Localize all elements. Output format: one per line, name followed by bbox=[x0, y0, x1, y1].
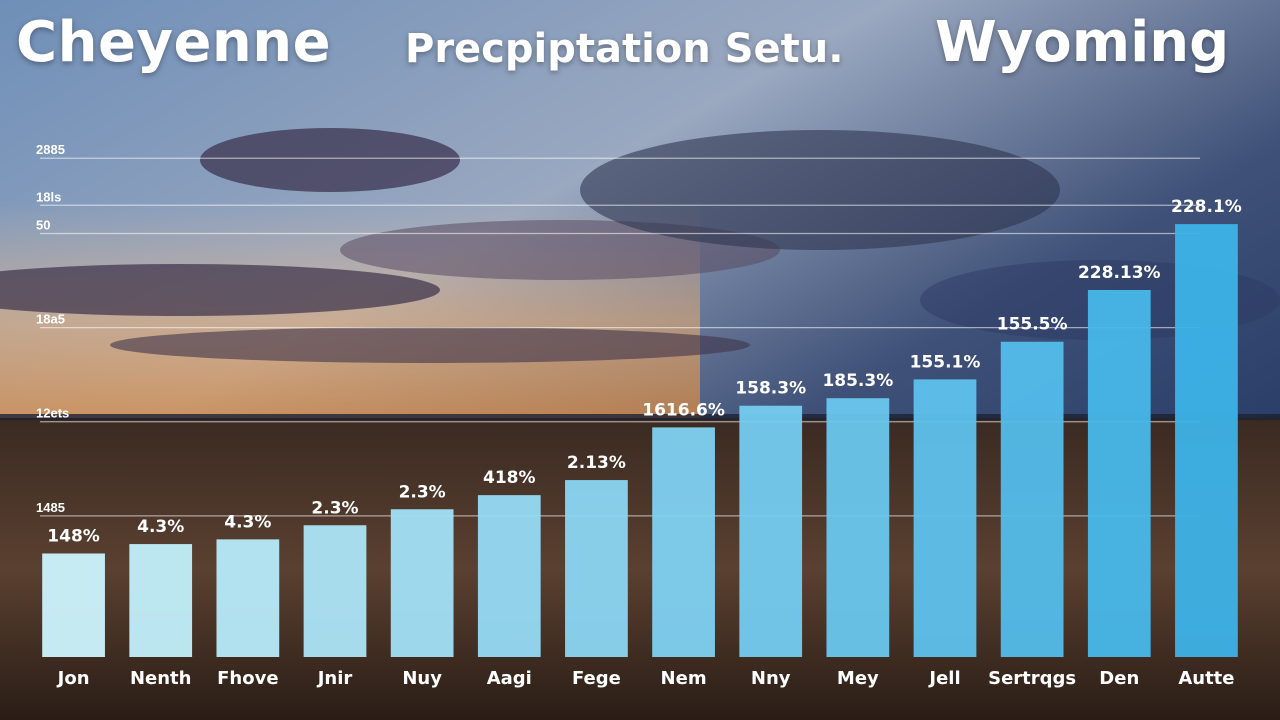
data-label: 228.1% bbox=[1171, 197, 1242, 217]
bar-nem bbox=[652, 427, 715, 657]
chart-title-subject: Precpiptation Setu. bbox=[405, 26, 844, 72]
bar-jon bbox=[42, 553, 105, 657]
x-tick-label: Jon bbox=[56, 668, 90, 689]
x-tick-label: Nem bbox=[661, 668, 707, 689]
bar-den bbox=[1087, 289, 1151, 657]
bar-mey bbox=[826, 398, 890, 657]
y-tick-label: 2885 bbox=[36, 142, 65, 157]
data-label: 185.3% bbox=[822, 371, 893, 391]
y-tick-label: 18ls bbox=[36, 189, 61, 204]
bar-fhove bbox=[216, 539, 280, 657]
x-tick-label: Mey bbox=[837, 668, 879, 689]
x-tick-label: Nuy bbox=[402, 668, 442, 689]
x-tick-label: Autte bbox=[1178, 668, 1234, 689]
data-label: 228.13% bbox=[1078, 263, 1161, 283]
x-tick-label: Jnir bbox=[316, 668, 353, 689]
x-tick-label: Jell bbox=[927, 668, 960, 689]
bar-sertrqgs bbox=[1000, 341, 1064, 657]
data-label: 418% bbox=[483, 468, 536, 488]
y-tick-label: 1485 bbox=[36, 500, 65, 515]
data-label: 1616.6% bbox=[642, 400, 725, 420]
y-tick-label: 12ets bbox=[36, 406, 69, 421]
data-label: 2.3% bbox=[311, 498, 358, 518]
data-label: 2.3% bbox=[399, 482, 446, 502]
data-label: 4.3% bbox=[137, 517, 184, 537]
bar-nny bbox=[739, 405, 803, 657]
x-tick-label: Aagi bbox=[487, 668, 532, 689]
data-label: 148% bbox=[47, 526, 100, 546]
data-label: 155.1% bbox=[910, 352, 981, 372]
chart-title-city: Cheyenne bbox=[16, 10, 332, 75]
bar-jnir bbox=[303, 525, 367, 657]
bar-aagi bbox=[477, 495, 541, 657]
bars bbox=[42, 224, 1238, 657]
bar-fege bbox=[565, 480, 628, 657]
x-tick-label: Nny bbox=[751, 668, 791, 689]
x-tick-label: Nenth bbox=[130, 668, 192, 689]
chart-title-state: Wyoming bbox=[935, 10, 1230, 75]
bar-nenth bbox=[129, 544, 193, 657]
y-axis-ticks: 1485 12ets 18a5 50 18ls 2885 bbox=[36, 142, 69, 515]
x-tick-label: Fege bbox=[572, 668, 621, 689]
bar-jell bbox=[913, 379, 977, 657]
x-tick-label: Den bbox=[1099, 668, 1139, 689]
y-tick-label: 18a5 bbox=[36, 312, 65, 327]
data-labels: 148% 4.3% 4.3% 2.3% 2.3% 418% 2.13% 1616.6% 158.… bbox=[47, 197, 1242, 546]
y-tick-label: 50 bbox=[36, 218, 50, 233]
bar-autte bbox=[1175, 224, 1238, 657]
bar-nuy bbox=[390, 509, 454, 657]
data-label: 4.3% bbox=[224, 512, 271, 532]
x-axis-ticks: Jon Nenth Fhove Jnir Nuy Aagi Fege Nem Nny Mey Jel… bbox=[56, 668, 1235, 689]
data-label: 155.5% bbox=[997, 315, 1068, 335]
data-label: 158.3% bbox=[735, 379, 806, 399]
data-label: 2.13% bbox=[567, 453, 626, 473]
x-tick-label: Sertrqgs bbox=[988, 668, 1076, 689]
x-tick-label: Fhove bbox=[217, 668, 278, 689]
